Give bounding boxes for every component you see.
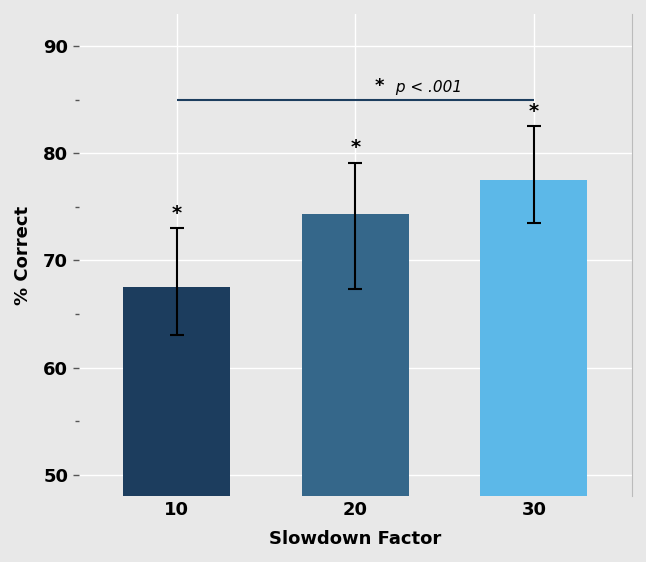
Text: *: * bbox=[529, 102, 539, 121]
Text: *: * bbox=[350, 138, 360, 157]
Y-axis label: % Correct: % Correct bbox=[14, 206, 32, 305]
X-axis label: Slowdown Factor: Slowdown Factor bbox=[269, 530, 441, 548]
Text: *: * bbox=[375, 78, 391, 96]
Text: p < .001: p < .001 bbox=[391, 80, 462, 96]
Bar bbox=[123, 287, 231, 562]
Bar bbox=[302, 214, 409, 562]
Bar bbox=[481, 180, 587, 562]
Text: *: * bbox=[172, 204, 182, 223]
